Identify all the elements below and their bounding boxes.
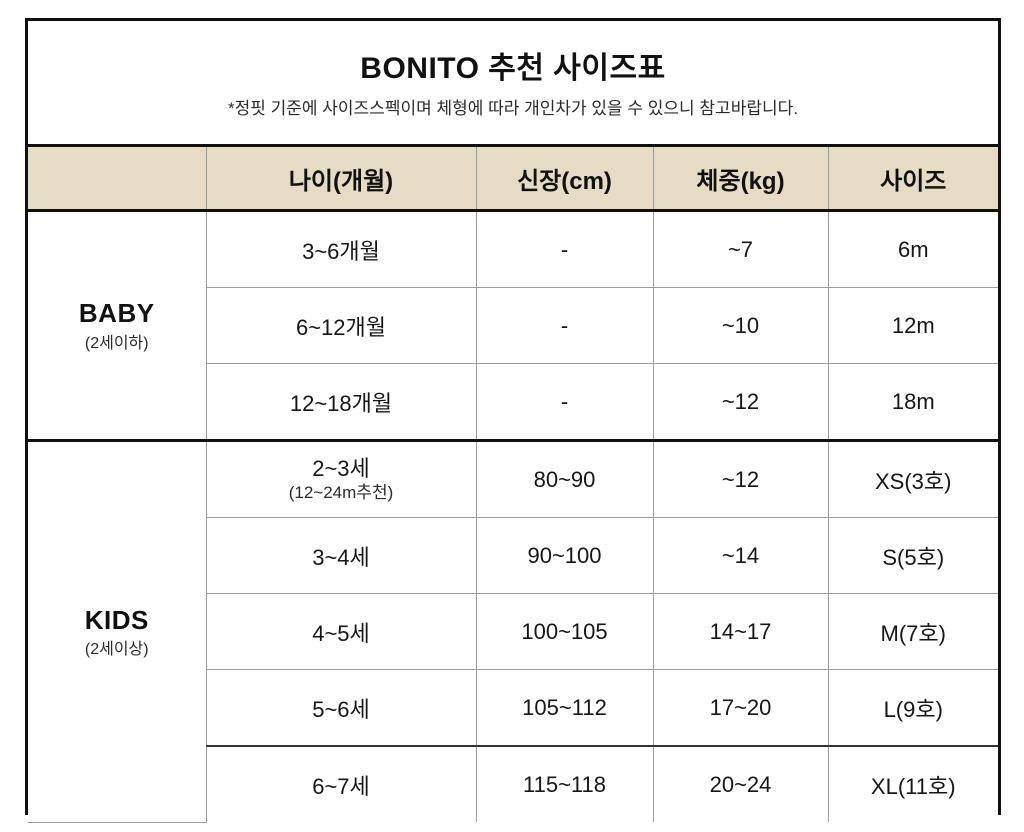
group-note: (2세이하): [84, 334, 149, 352]
table-row: 3~4세 90~100 ~14 S(5호): [28, 517, 998, 594]
cell-height: 80~90: [475, 439, 654, 518]
cell-height: 105~112: [475, 669, 654, 747]
column-header-group: [28, 147, 207, 212]
cell-height: -: [475, 363, 654, 441]
cell-age: 3~6개월: [205, 209, 477, 288]
cell-age-text: 5~6세: [312, 696, 370, 722]
cell-weight: ~12: [652, 363, 829, 441]
cell-size: 18m: [827, 363, 998, 441]
cell-size: XL(11호): [827, 745, 998, 822]
cell-age-text: 12~18개월: [289, 390, 393, 416]
cell-height: -: [475, 287, 654, 364]
cell-age-text: 4~5세: [312, 620, 370, 646]
cell-size: 6m: [827, 209, 998, 288]
column-header-weight: 체중(kg): [652, 147, 829, 212]
table-row: 6~7세 115~118 20~24 XL(11호): [28, 745, 998, 822]
table-row: 4~5세 100~105 14~17 M(7호): [28, 593, 998, 670]
column-header-size: 사이즈: [827, 147, 998, 212]
page-title: BONITO 추천 사이즈표: [360, 52, 666, 86]
table-body: BABY (2세이하) 3~6개월 - ~7 6m 6~12개월 - ~10: [28, 209, 998, 823]
cell-weight: ~12: [652, 439, 829, 518]
title-block: BONITO 추천 사이즈표 *정핏 기준에 사이즈스펙이며 체형에 따라 개인…: [28, 21, 998, 147]
group-label-kids: KIDS (2세이상): [28, 439, 207, 823]
cell-size: XS(3호): [827, 439, 998, 518]
cell-height: 115~118: [475, 745, 654, 822]
cell-weight: 14~17: [652, 593, 829, 670]
cell-age: 6~7세: [205, 745, 477, 822]
cell-age: 6~12개월: [205, 287, 477, 364]
cell-age-text: 6~12개월: [295, 314, 387, 340]
cell-age: 3~4세: [205, 517, 477, 594]
cell-size: 12m: [827, 287, 998, 364]
group-name: BABY: [78, 298, 155, 329]
table-row: BABY (2세이하) 3~6개월 - ~7 6m: [28, 209, 998, 441]
page-subtitle: *정핏 기준에 사이즈스펙이며 체형에 따라 개인차가 있을 수 있으니 참고바…: [228, 98, 798, 118]
group-label-baby: BABY (2세이하): [28, 209, 207, 441]
table-row: KIDS (2세이상) 2~3세 (12~24m추천) 80~90 ~12 XS…: [28, 439, 998, 823]
cell-age-text: 6~7세: [312, 773, 370, 799]
cell-age: 2~3세 (12~24m추천): [205, 439, 477, 518]
group-name: KIDS: [84, 604, 149, 635]
table-row: 6~12개월 - ~10 12m: [28, 287, 998, 364]
cell-height: -: [475, 209, 654, 288]
cell-weight: 17~20: [652, 669, 829, 747]
cell-weight: ~7: [652, 209, 829, 288]
cell-age: 5~6세: [205, 669, 477, 747]
cell-age: 12~18개월: [205, 363, 477, 441]
cell-weight: ~14: [652, 517, 829, 594]
cell-weight: 20~24: [652, 745, 829, 822]
cell-age: 4~5세: [205, 593, 477, 670]
cell-age-text: 2~3세: [312, 455, 370, 481]
header-row: 나이(개월) 신장(cm) 체중(kg) 사이즈: [28, 147, 998, 212]
cell-age-text: 3~6개월: [302, 238, 380, 264]
column-header-height: 신장(cm): [475, 147, 654, 212]
cell-size: L(9호): [827, 669, 998, 747]
cell-height: 90~100: [475, 517, 654, 594]
column-header-age: 나이(개월): [205, 147, 477, 212]
group-note: (2세이상): [84, 640, 149, 658]
table-row: 5~6세 105~112 17~20 L(9호): [28, 669, 998, 747]
cell-age-text: 3~4세: [312, 544, 370, 570]
cell-weight: ~10: [652, 287, 829, 364]
cell-age-note: (12~24m추천): [288, 482, 394, 502]
cell-size: M(7호): [827, 593, 998, 670]
cell-size: S(5호): [827, 517, 998, 594]
size-chart-frame: BONITO 추천 사이즈표 *정핏 기준에 사이즈스펙이며 체형에 따라 개인…: [25, 18, 1001, 823]
cell-height: 100~105: [475, 593, 654, 670]
size-table: 나이(개월) 신장(cm) 체중(kg) 사이즈 BABY (2세이하) 3~6…: [28, 147, 998, 823]
table-header: 나이(개월) 신장(cm) 체중(kg) 사이즈: [28, 147, 998, 212]
